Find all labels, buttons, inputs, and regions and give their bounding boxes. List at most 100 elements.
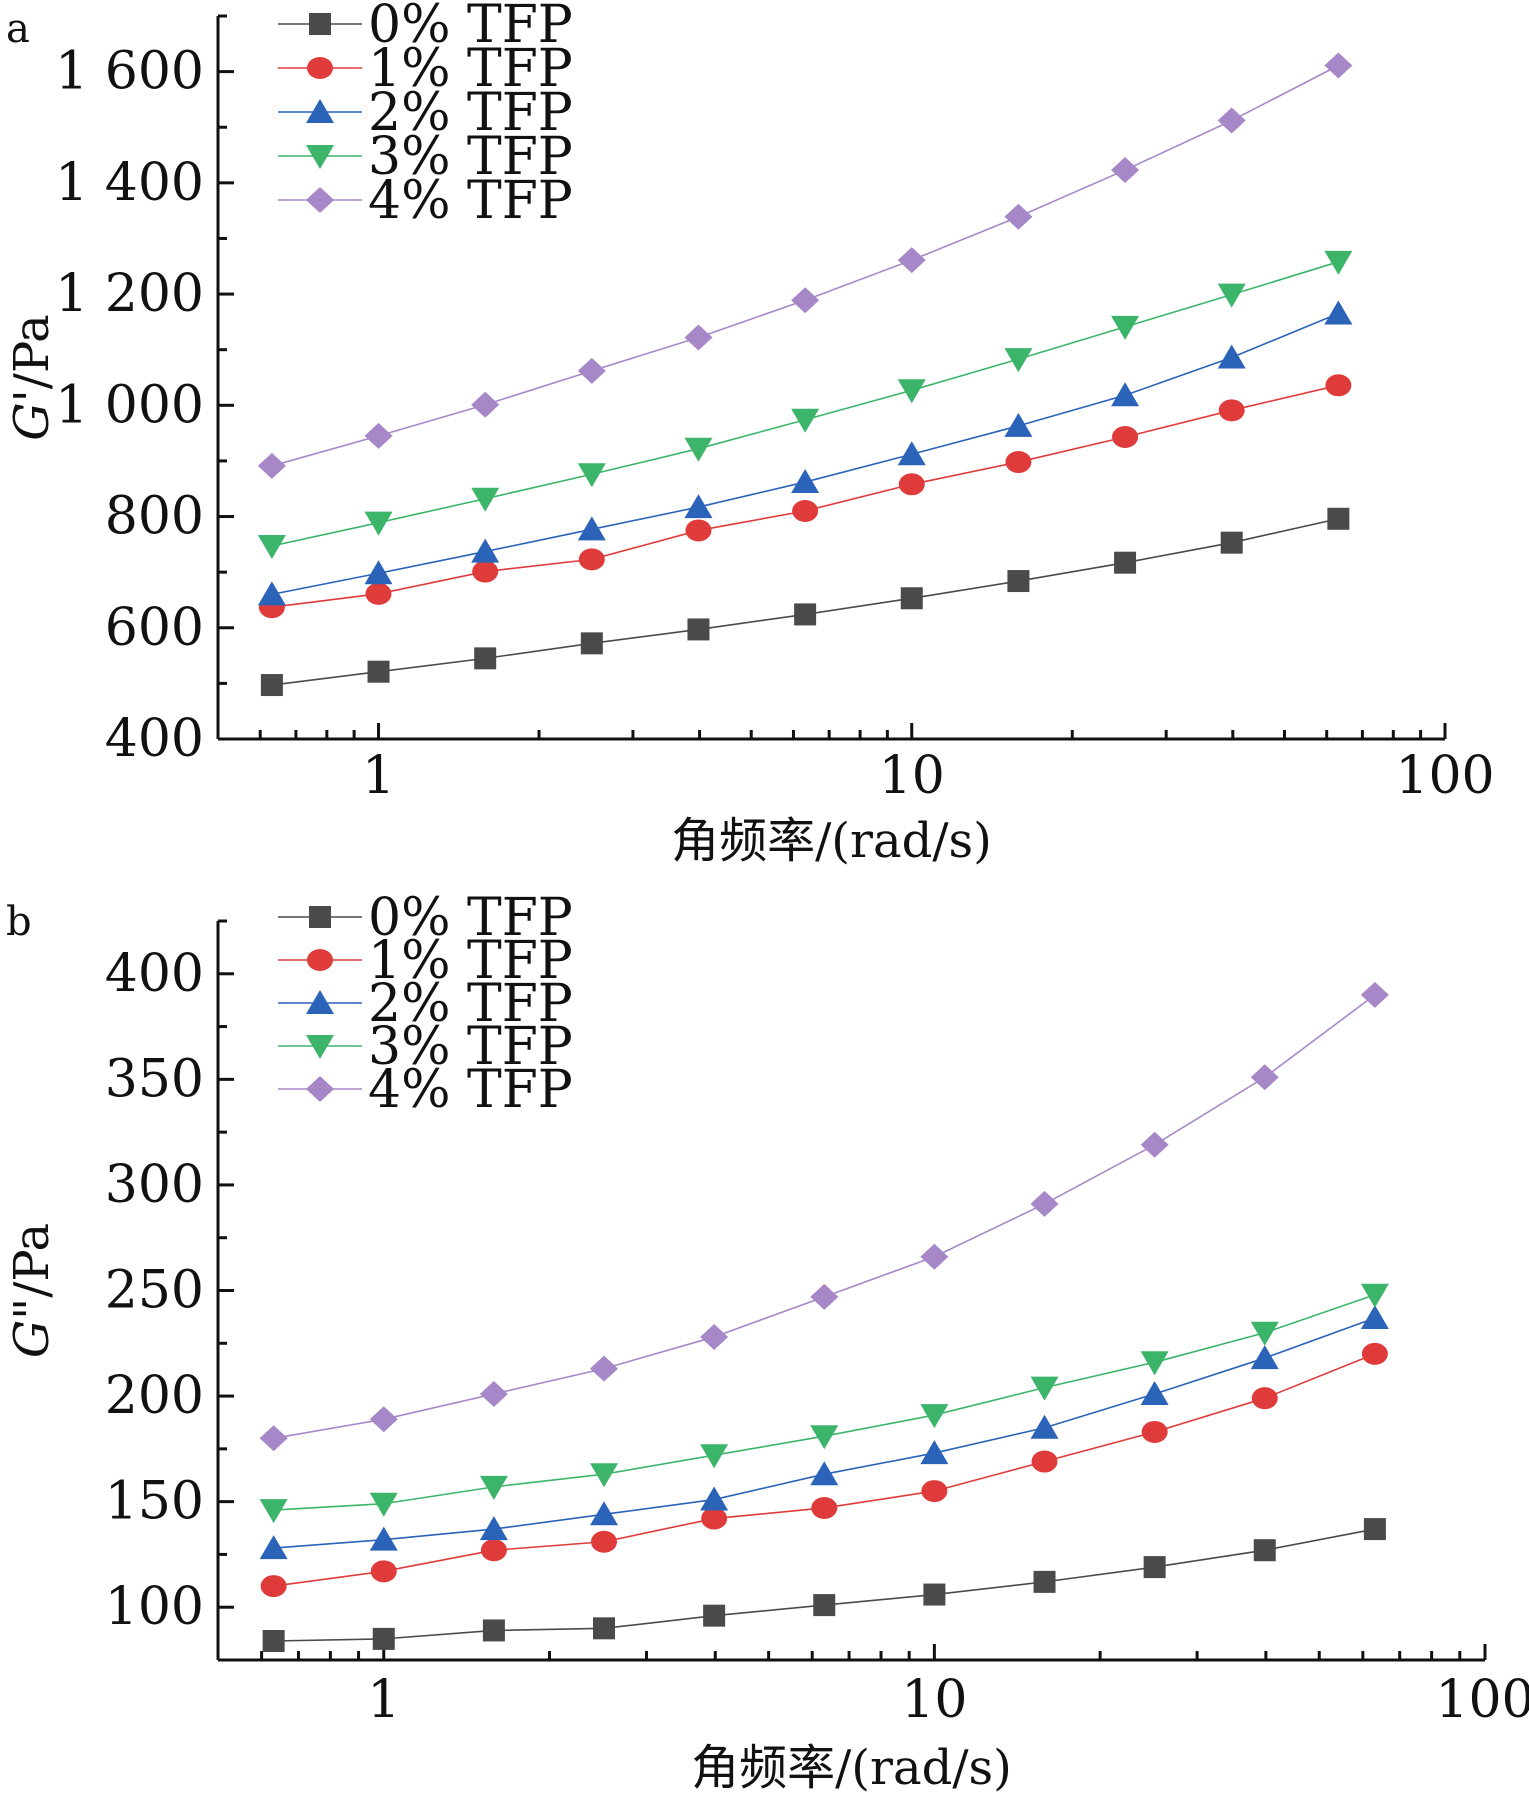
legend-marker	[306, 1076, 334, 1102]
data-point	[577, 516, 606, 541]
data-point	[1111, 157, 1140, 184]
data-point	[1111, 315, 1140, 340]
data-point	[921, 1480, 948, 1503]
y-tick-label: 300	[105, 1155, 204, 1215]
legend-marker	[306, 99, 334, 123]
data-point	[482, 1619, 505, 1642]
series-3	[257, 250, 1353, 560]
data-point	[367, 660, 390, 683]
series-line	[273, 1528, 1376, 1642]
panel-label: b	[6, 899, 32, 945]
data-point	[1030, 1414, 1059, 1439]
data-point	[700, 1486, 729, 1511]
data-point	[684, 437, 713, 462]
data-point	[791, 469, 820, 494]
data-point	[479, 1475, 508, 1500]
data-point	[1141, 1420, 1168, 1443]
legend-marker	[307, 57, 333, 79]
data-point	[1114, 551, 1137, 574]
data-point	[472, 560, 499, 583]
data-point	[791, 287, 820, 314]
data-point	[1004, 203, 1033, 230]
y-axis-symbol: G"	[4, 1298, 60, 1358]
data-point	[259, 1535, 288, 1560]
data-point	[1327, 507, 1350, 530]
legend-marker	[306, 990, 334, 1014]
y-axis-title: G'/Pa	[4, 314, 60, 440]
data-point	[364, 511, 393, 536]
panel-label: a	[6, 6, 30, 52]
data-point	[1217, 344, 1246, 369]
data-point	[260, 674, 283, 697]
data-point	[810, 1283, 839, 1310]
data-point	[811, 1496, 838, 1519]
data-point	[1112, 426, 1139, 449]
series-0	[262, 1518, 1386, 1652]
data-point	[920, 1404, 949, 1429]
data-point	[1360, 1283, 1389, 1308]
legend-label: 2% TFP	[368, 974, 573, 1034]
data-point	[369, 1526, 398, 1551]
data-point	[897, 379, 926, 404]
data-point	[471, 487, 500, 512]
data-point	[590, 1463, 619, 1488]
data-point	[920, 1440, 949, 1465]
x-axis-title: 角频率/(rad/s)	[671, 813, 992, 869]
x-tick-label: 10	[901, 1670, 967, 1730]
series-1	[258, 374, 1352, 619]
x-tick-label: 100	[1435, 1670, 1529, 1730]
data-point	[259, 1425, 288, 1452]
data-point	[897, 247, 926, 274]
data-point	[791, 408, 820, 433]
data-point	[792, 499, 819, 522]
legend-label: 4% TFP	[368, 1060, 573, 1120]
data-point	[703, 1604, 726, 1627]
data-point	[898, 473, 925, 496]
data-point	[923, 1583, 946, 1606]
data-point	[364, 422, 393, 449]
data-point	[1004, 348, 1033, 373]
data-point	[370, 1560, 397, 1583]
data-point	[1111, 382, 1140, 407]
data-point	[1324, 300, 1353, 325]
series-line	[271, 517, 1339, 686]
data-point	[1360, 981, 1389, 1008]
y-tick-label: 200	[105, 1366, 204, 1426]
legend-label: 2% TFP	[368, 83, 573, 143]
data-point	[257, 581, 286, 606]
data-point	[1218, 399, 1245, 422]
y-axis-symbol: G'	[4, 389, 60, 441]
data-point	[900, 587, 923, 610]
data-point	[810, 1461, 839, 1486]
data-point	[369, 1492, 398, 1517]
series-3	[259, 1283, 1389, 1524]
legend-label: 1% TFP	[368, 931, 573, 991]
legend-label: 3% TFP	[368, 127, 573, 187]
data-point	[260, 1575, 287, 1598]
data-point	[920, 1243, 949, 1270]
y-tick-label: 800	[105, 487, 204, 547]
y-axis-unit: /Pa	[4, 314, 60, 389]
data-point	[1140, 1351, 1169, 1376]
series-4	[257, 52, 1353, 479]
y-tick-label: 100	[105, 1577, 204, 1637]
data-point	[1217, 107, 1246, 134]
y-tick-label: 150	[105, 1472, 204, 1532]
data-point	[684, 324, 713, 351]
legend-marker	[306, 187, 334, 213]
data-point	[471, 538, 500, 563]
legend-marker	[307, 949, 333, 971]
data-point	[591, 1530, 618, 1553]
data-point	[1253, 1539, 1276, 1562]
series-0	[260, 507, 1350, 697]
legend-label: 4% TFP	[368, 171, 573, 231]
y-tick-label: 1 400	[55, 153, 204, 213]
legend-label: 3% TFP	[368, 1017, 573, 1077]
data-point	[580, 632, 603, 655]
data-point	[365, 582, 392, 605]
data-point	[593, 1617, 616, 1640]
x-axis-title: 角频率/(rad/s)	[691, 1740, 1012, 1796]
data-point	[590, 1501, 619, 1526]
